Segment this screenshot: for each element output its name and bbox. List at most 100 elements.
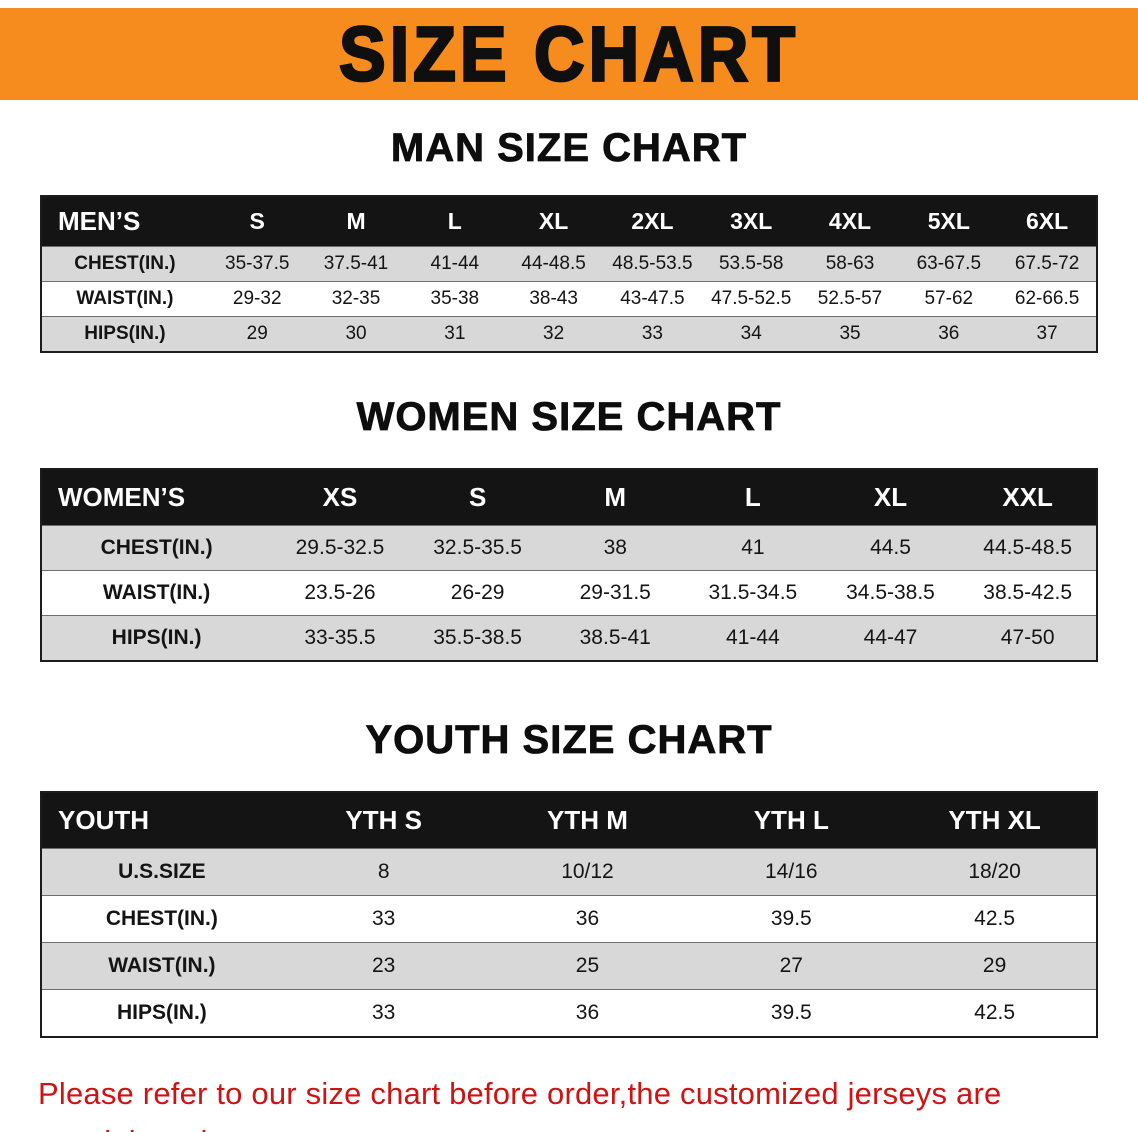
table-row: WAIST(IN.) 23 25 27 29 [41,942,1097,990]
size-column-header: M [546,469,685,526]
row-label: WAIST(IN.) [41,281,208,317]
size-value-cell: 58-63 [800,246,900,282]
size-value-cell: 42.5 [893,989,1097,1038]
size-value-cell: 63-67.5 [899,246,999,282]
size-value-cell: 8 [281,848,486,896]
row-label: WAIST(IN.) [41,570,272,616]
size-value-cell: 23 [281,942,486,990]
size-column-header: YTH XL [893,792,1097,849]
size-value-cell: 35 [800,316,900,353]
size-value-cell: 26-29 [408,570,547,616]
table-row: WAIST(IN.) 23.5-26 26-29 29-31.5 31.5-34.5 34… [41,570,1097,616]
row-label: CHEST(IN.) [41,525,272,571]
row-label: HIPS(IN.) [41,316,208,353]
size-value-cell: 32 [504,316,604,353]
youth-size-table: YOUTH YTH S YTH M YTH L YTH XL U.S.SIZE 8 10/12… [40,791,1098,1038]
size-value-cell: 38.5-41 [546,615,685,662]
size-value-cell: 52.5-57 [800,281,900,317]
table-header-row: WOMEN’S XS S M L XL XXL [41,469,1097,526]
size-value-cell: 47.5-52.5 [701,281,801,317]
size-value-cell: 23.5-26 [271,570,409,616]
size-value-cell: 39.5 [689,895,894,943]
size-value-cell: 38-43 [504,281,604,317]
size-value-cell: 62-66.5 [998,281,1097,317]
order-policy-note-line1: Please refer to our size chart before or… [38,1076,1002,1132]
size-chart-banner: SIZE CHART [0,8,1138,100]
table-row: CHEST(IN.) 35-37.5 37.5-41 41-44 44-48.5 48.5… [41,246,1097,282]
size-column-header: M [306,196,406,247]
size-value-cell: 36 [899,316,999,353]
size-value-cell: 37.5-41 [306,246,406,282]
size-column-header: L [684,469,822,526]
size-value-cell: 18/20 [893,848,1097,896]
row-label: CHEST(IN.) [41,246,208,282]
size-column-header: 4XL [800,196,900,247]
size-column-header: YTH L [689,792,894,849]
size-value-cell: 33-35.5 [271,615,409,662]
size-value-cell: 35-38 [405,281,505,317]
size-column-header: 5XL [899,196,999,247]
size-value-cell: 29-31.5 [546,570,685,616]
size-value-cell: 34.5-38.5 [821,570,960,616]
size-value-cell: 29-32 [207,281,307,317]
row-label: HIPS(IN.) [41,615,272,662]
size-value-cell: 67.5-72 [998,246,1097,282]
size-column-header: XS [271,469,409,526]
youth-size-table-wrapper: YOUTH YTH S YTH M YTH L YTH XL U.S.SIZE 8 10/12… [0,791,1138,1038]
size-value-cell: 29.5-32.5 [271,525,409,571]
size-value-cell: 47-50 [959,615,1097,662]
size-value-cell: 41 [684,525,822,571]
size-column-header: L [405,196,505,247]
table-header-row: YOUTH YTH S YTH M YTH L YTH XL [41,792,1097,849]
youth-size-chart-title: YOUTH SIZE CHART [365,718,773,763]
size-value-cell: 43-47.5 [603,281,702,317]
order-policy-note: Please refer to our size chart before or… [38,1070,1100,1132]
row-label: HIPS(IN.) [41,989,282,1038]
size-value-cell: 38.5-42.5 [959,570,1097,616]
size-value-cell: 25 [485,942,690,990]
women-size-chart-title: WOMEN SIZE CHART [356,395,782,440]
table-corner-label: MEN’S [41,196,208,247]
size-value-cell: 57-62 [899,281,999,317]
size-value-cell: 44.5-48.5 [959,525,1097,571]
size-value-cell: 35.5-38.5 [408,615,547,662]
size-column-header: XL [504,196,604,247]
size-value-cell: 29 [207,316,307,353]
page-title: SIZE CHART [338,10,799,99]
size-column-header: 2XL [603,196,702,247]
size-value-cell: 35-37.5 [207,246,307,282]
women-size-table-wrapper: WOMEN’S XS S M L XL XXL CHEST(IN.) 29.5-32.5 32.5… [0,468,1138,662]
man-size-table: MEN’S S M L XL 2XL 3XL 4XL 5XL 6XL CHEST(IN.) 35-37… [40,195,1098,353]
size-value-cell: 34 [701,316,801,353]
table-header-row: MEN’S S M L XL 2XL 3XL 4XL 5XL 6XL [41,196,1097,247]
women-size-table: WOMEN’S XS S M L XL XXL CHEST(IN.) 29.5-32.5 32.5… [40,468,1098,662]
size-column-header: XL [821,469,960,526]
size-value-cell: 33 [281,989,486,1038]
size-value-cell: 36 [485,895,690,943]
size-value-cell: 32-35 [306,281,406,317]
table-corner-label: WOMEN’S [41,469,272,526]
size-value-cell: 41-44 [405,246,505,282]
row-label: U.S.SIZE [41,848,282,896]
size-value-cell: 42.5 [893,895,1097,943]
size-column-header: S [408,469,547,526]
size-value-cell: 32.5-35.5 [408,525,547,571]
size-value-cell: 31 [405,316,505,353]
size-value-cell: 10/12 [485,848,690,896]
size-value-cell: 27 [689,942,894,990]
size-value-cell: 44-48.5 [504,246,604,282]
size-value-cell: 33 [603,316,702,353]
table-row: HIPS(IN.) 33 36 39.5 42.5 [41,989,1097,1038]
size-value-cell: 39.5 [689,989,894,1038]
size-column-header: YTH S [281,792,486,849]
size-value-cell: 53.5-58 [701,246,801,282]
size-value-cell: 44.5 [821,525,960,571]
size-value-cell: 37 [998,316,1097,353]
man-size-table-wrapper: MEN’S S M L XL 2XL 3XL 4XL 5XL 6XL CHEST(IN.) 35-37… [0,195,1138,353]
size-value-cell: 30 [306,316,406,353]
size-column-header: YTH M [485,792,690,849]
size-value-cell: 31.5-34.5 [684,570,822,616]
man-size-chart-title: MAN SIZE CHART [390,126,748,171]
size-value-cell: 14/16 [689,848,894,896]
row-label: WAIST(IN.) [41,942,282,990]
